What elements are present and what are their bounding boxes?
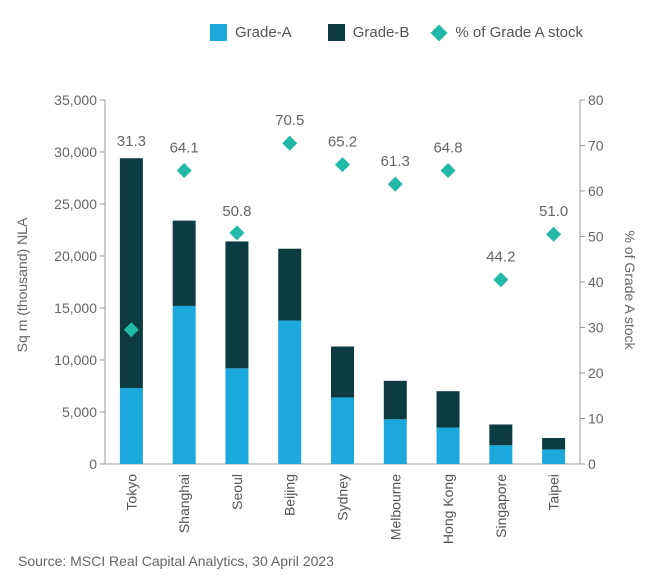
- bar-grade-b: [119, 158, 143, 389]
- y2-tick-label: 30: [588, 320, 604, 336]
- bar-grade-a: [542, 449, 566, 464]
- pct-marker: [335, 157, 350, 173]
- y-tick-label: 25,000: [54, 196, 97, 212]
- y2-tick-label: 50: [588, 229, 604, 245]
- y-tick-label: 5,000: [62, 404, 97, 420]
- bar-grade-a: [119, 388, 143, 464]
- bar-grade-a: [383, 419, 407, 464]
- legend-swatch-grade-a: [210, 24, 227, 41]
- y-tick-label: 15,000: [54, 300, 97, 316]
- legend-item-grade-b: Grade-B: [327, 24, 410, 41]
- pct-data-label: 64.1: [170, 140, 199, 157]
- legend-item-pct: % of Grade A stock: [430, 24, 583, 41]
- y-tick-label: 20,000: [54, 248, 97, 264]
- legend-label-grade-b: Grade-B: [352, 24, 410, 41]
- bar-grade-b: [489, 424, 513, 446]
- bar-grade-a: [436, 427, 460, 464]
- y2-tick-label: 80: [588, 92, 604, 108]
- pct-data-label: 70.5: [275, 112, 304, 129]
- y2-tick-label: 10: [588, 411, 604, 427]
- legend: Grade-A Grade-B % of Grade A stock: [210, 24, 605, 41]
- bar-grade-b: [542, 438, 566, 450]
- x-category-label: Taipei: [546, 474, 562, 511]
- pct-marker: [176, 163, 192, 179]
- y-tick-label: 30,000: [54, 144, 97, 160]
- pct-marker: [546, 226, 562, 242]
- y2-tick-label: 60: [588, 183, 604, 199]
- bar-grade-b: [278, 248, 302, 321]
- x-category-label: Melbourne: [387, 474, 403, 540]
- pct-data-label: 50.8: [222, 203, 251, 220]
- y-tick-label: 0: [89, 456, 97, 472]
- x-category-label: Shanghai: [176, 474, 192, 533]
- legend-item-grade-a: Grade-A: [210, 24, 292, 41]
- pct-data-label: 64.8: [433, 140, 462, 157]
- pct-marker: [440, 163, 456, 179]
- pct-marker: [229, 225, 245, 241]
- bar-grade-a: [489, 445, 513, 464]
- bar-grade-b: [383, 380, 407, 420]
- x-category-label: Tokyo: [123, 474, 139, 511]
- bar-grade-b: [225, 241, 249, 369]
- pct-marker: [387, 176, 403, 192]
- pct-marker: [282, 135, 298, 151]
- y2-tick-label: 20: [588, 365, 604, 381]
- pct-data-label: 65.2: [328, 134, 357, 151]
- y2-tick-label: 0: [588, 456, 596, 472]
- y-tick-label: 10,000: [54, 352, 97, 368]
- y-tick-label: 35,000: [54, 92, 97, 108]
- pct-marker: [123, 322, 139, 338]
- x-category-label: Singapore: [493, 474, 509, 538]
- y-axis-label: Sq m (thousand) NLA: [14, 217, 30, 353]
- pct-marker: [493, 272, 509, 288]
- pct-data-label: 31.3: [117, 133, 146, 150]
- pct-data-label: 61.3: [381, 153, 410, 170]
- bar-grade-a: [331, 397, 354, 464]
- bar-grade-a: [278, 320, 302, 464]
- bar-grade-b: [172, 220, 196, 306]
- x-category-label: Sydney: [335, 474, 351, 521]
- pct-data-label: 44.2: [486, 249, 515, 266]
- bar-grade-a: [172, 305, 196, 464]
- bar-grade-b: [436, 391, 460, 428]
- y2-axis-label: % of Grade A stock: [622, 230, 638, 350]
- y2-tick-label: 40: [588, 274, 604, 290]
- y2-tick-label: 70: [588, 138, 604, 154]
- x-category-label: Seoul: [229, 474, 245, 510]
- bar-grade-b: [331, 346, 354, 398]
- source-note: Source: MSCI Real Capital Analytics, 30 …: [18, 553, 334, 569]
- bar-grade-a: [225, 368, 249, 464]
- pct-data-label: 51.0: [539, 203, 568, 220]
- x-category-label: Hong Kong: [440, 474, 456, 544]
- x-category-label: Beijing: [282, 474, 298, 516]
- legend-label-grade-a: Grade-A: [235, 24, 292, 41]
- legend-swatch-grade-b: [327, 24, 345, 41]
- legend-diamond-icon: [430, 24, 448, 41]
- legend-label-pct: % of Grade A stock: [455, 24, 583, 41]
